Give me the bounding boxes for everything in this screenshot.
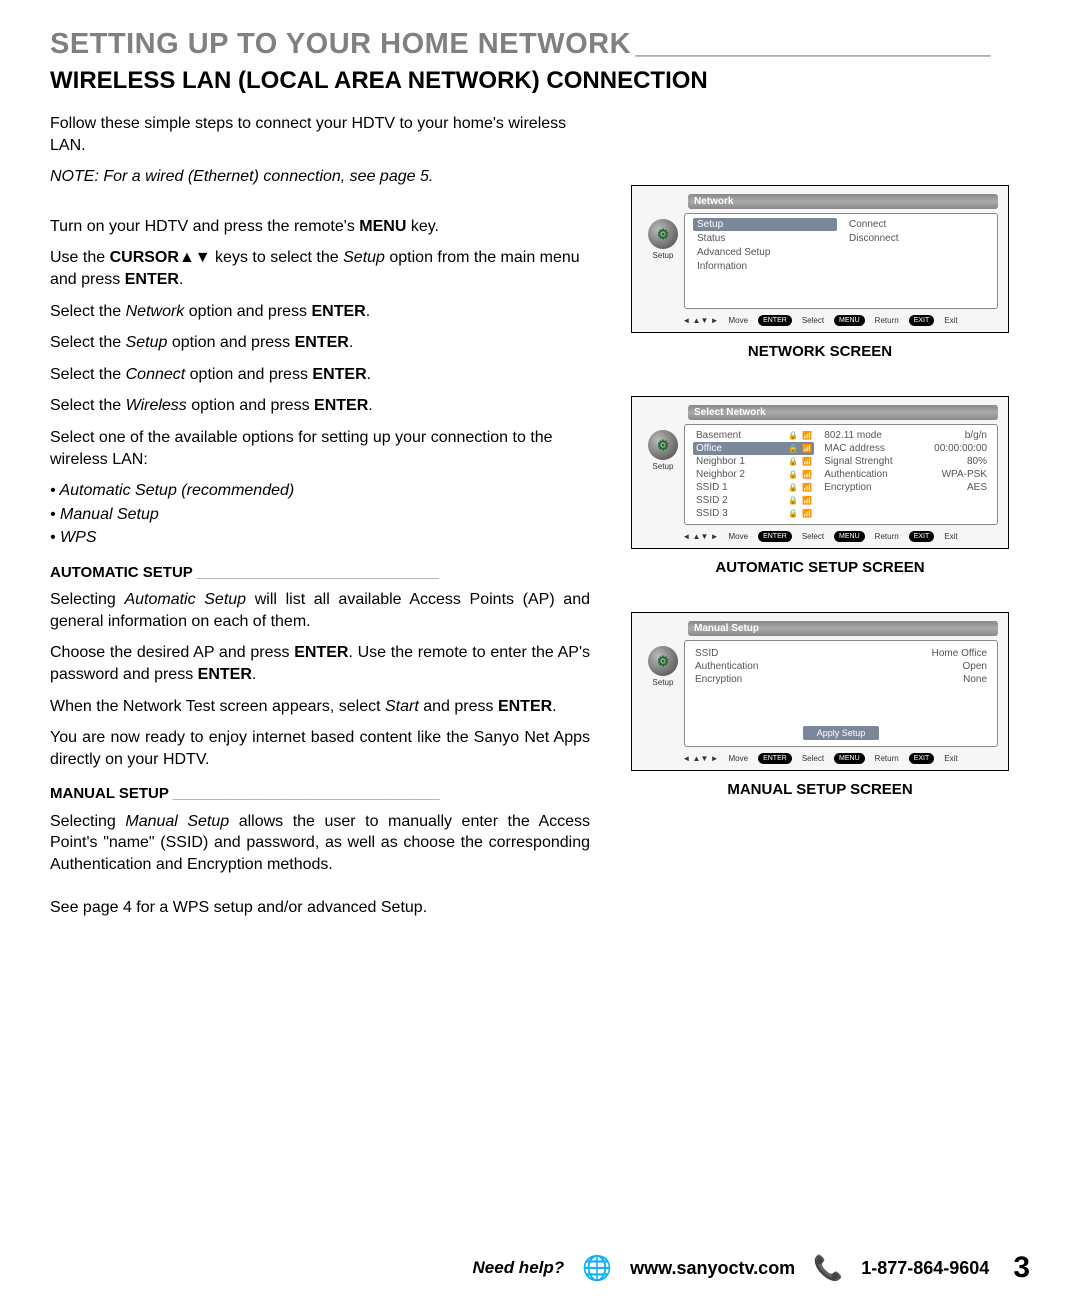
options-list: Automatic Setup (recommended) Manual Set… <box>50 480 590 549</box>
setup-orb-icon: ⚙ Setup <box>642 640 684 747</box>
note-prefix: NOTE <box>50 168 94 185</box>
header-rule: ______________________ <box>636 28 991 60</box>
lock-icon: 🔒 <box>788 470 798 479</box>
net-office[interactable]: Office🔒📶 <box>693 442 814 455</box>
info-enc: EncryptionAES <box>822 481 989 494</box>
lock-icon: 🔒 <box>788 444 798 453</box>
auto-p2: Choose the desired AP and press ENTER. U… <box>50 642 590 685</box>
step-3: Select the Network option and press ENTE… <box>50 301 590 323</box>
network-screen: Network ⚙ Setup Setup Status Advanced Se… <box>631 185 1009 333</box>
lock-icon: 🔒 <box>788 496 798 505</box>
menu-status[interactable]: Status <box>693 232 837 245</box>
info-mode: 802.11 modeb/g/n <box>822 429 989 442</box>
setup-orb-icon: ⚙ Setup <box>642 213 684 309</box>
info-mac: MAC address00:00:00:00 <box>822 442 989 455</box>
sub-title: WIRELESS LAN (LOCAL AREA NETWORK) CONNEC… <box>50 67 1030 95</box>
legend-bar: ◄ ▲▼ ► Move ENTER Select MENU Return EXI… <box>642 315 998 326</box>
signal-icon: 📶 <box>802 496 811 505</box>
phone-icon: 📞 <box>811 1251 845 1285</box>
option-wps: WPS <box>50 527 590 549</box>
net-ssid3[interactable]: SSID 3🔒📶 <box>693 507 814 520</box>
signal-icon: 📶 <box>802 457 811 466</box>
intro-note: NOTE: For a wired (Ethernet) connection,… <box>50 166 590 188</box>
auto-heading: AUTOMATIC SETUP ________________________… <box>50 563 590 583</box>
info-signal: Signal Strenght80% <box>822 455 989 468</box>
page-footer: Need help? 🌐 www.sanyoctv.com 📞 1-877-86… <box>50 1251 1030 1285</box>
footer-url: www.sanyoctv.com <box>630 1258 795 1279</box>
net-neighbor1[interactable]: Neighbor 1🔒📶 <box>693 455 814 468</box>
apply-setup-button[interactable]: Apply Setup <box>803 726 880 740</box>
menu-connect[interactable]: Connect <box>845 218 989 231</box>
network-caption: NETWORK SCREEN <box>610 343 1030 360</box>
step-5: Select the Connect option and press ENTE… <box>50 364 590 386</box>
lock-icon: 🔒 <box>788 431 798 440</box>
left-column: Follow these simple steps to connect you… <box>50 113 590 929</box>
network-panel-title: Network <box>688 194 998 209</box>
signal-icon: 📶 <box>802 509 811 518</box>
intro-p1: Follow these simple steps to connect you… <box>50 113 590 156</box>
menu-information[interactable]: Information <box>693 260 837 273</box>
signal-icon: 📶 <box>802 444 811 453</box>
step-1: Turn on your HDTV and press the remote's… <box>50 216 590 238</box>
step-4: Select the Setup option and press ENTER. <box>50 332 590 354</box>
automatic-screen: Select Network ⚙ Setup Basement🔒📶 Office… <box>631 396 1009 549</box>
signal-icon: 📶 <box>802 470 811 479</box>
network-right-menu: Connect Disconnect <box>841 218 993 304</box>
note-body: : For a wired (Ethernet) connection, see… <box>94 168 433 185</box>
lock-icon: 🔒 <box>788 457 798 466</box>
lock-icon: 🔒 <box>788 509 798 518</box>
need-help-label: Need help? <box>473 1258 565 1278</box>
setup-orb-icon: ⚙ Setup <box>642 424 684 525</box>
auto-p4: You are now ready to enjoy internet base… <box>50 727 590 770</box>
net-ssid1[interactable]: SSID 1🔒📶 <box>693 481 814 494</box>
manual-screen: Manual Setup ⚙ Setup SSIDHome Office Aut… <box>631 612 1009 771</box>
automatic-caption: AUTOMATIC SETUP SCREEN <box>610 559 1030 576</box>
option-manual: Manual Setup <box>50 504 590 526</box>
step-7: Select one of the available options for … <box>50 427 590 470</box>
menu-disconnect[interactable]: Disconnect <box>845 232 989 245</box>
manual-panel-title: Manual Setup <box>688 621 998 636</box>
signal-icon: 📶 <box>802 483 811 492</box>
step-2: Use the CURSOR▲▼ keys to select the Setu… <box>50 247 590 290</box>
signal-icon: 📶 <box>802 431 811 440</box>
manual-auth[interactable]: AuthenticationOpen <box>693 660 989 673</box>
auto-panel-title: Select Network <box>688 405 998 420</box>
net-neighbor2[interactable]: Neighbor 2🔒📶 <box>693 468 814 481</box>
page-number: 3 <box>1013 1251 1030 1285</box>
net-ssid2[interactable]: SSID 2🔒📶 <box>693 494 814 507</box>
legend-bar: ◄ ▲▼ ► Move ENTER Select MENU Return EXI… <box>642 753 998 764</box>
manual-p1: Selecting Manual Setup allows the user t… <box>50 811 590 876</box>
legend-bar: ◄ ▲▼ ► Move ENTER Select MENU Return EXI… <box>642 531 998 542</box>
network-list: Basement🔒📶 Office🔒📶 Neighbor 1🔒📶 Neighbo… <box>689 429 818 520</box>
network-info: 802.11 modeb/g/n MAC address00:00:00:00 … <box>818 429 993 520</box>
auto-p3: When the Network Test screen appears, se… <box>50 696 590 718</box>
menu-advanced[interactable]: Advanced Setup <box>693 246 837 259</box>
net-basement[interactable]: Basement🔒📶 <box>693 429 814 442</box>
network-left-menu: Setup Status Advanced Setup Information <box>689 218 841 304</box>
footer-phone: 1-877-864-9604 <box>861 1258 989 1279</box>
option-auto: Automatic Setup (recommended) <box>50 480 590 502</box>
manual-enc[interactable]: EncryptionNone <box>693 673 989 686</box>
manual-caption: MANUAL SETUP SCREEN <box>610 781 1030 798</box>
step-6: Select the Wireless option and press ENT… <box>50 395 590 417</box>
auto-p1: Selecting Automatic Setup will list all … <box>50 589 590 632</box>
menu-setup[interactable]: Setup <box>693 218 837 231</box>
lock-icon: 🔒 <box>788 483 798 492</box>
wps-note: See page 4 for a WPS setup and/or advanc… <box>50 897 590 919</box>
manual-ssid[interactable]: SSIDHome Office <box>693 647 989 660</box>
manual-heading: MANUAL SETUP ___________________________… <box>50 784 590 804</box>
right-column: Network ⚙ Setup Setup Status Advanced Se… <box>610 113 1030 929</box>
globe-icon: 🌐 <box>580 1251 614 1285</box>
page-header: SETTING UP TO YOUR HOME NETWORK ________… <box>50 28 1030 61</box>
header-title: SETTING UP TO YOUR HOME NETWORK <box>50 28 631 60</box>
info-auth: AuthenticationWPA-PSK <box>822 468 989 481</box>
